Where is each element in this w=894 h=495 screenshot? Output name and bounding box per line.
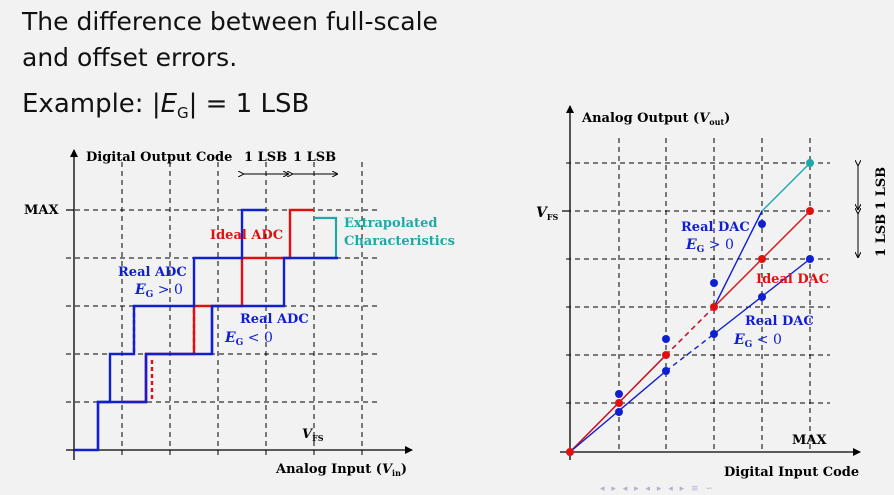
dac-diagram: 1 LSB 1 LSB Analog Output (Vout) VFS Rea… — [536, 105, 889, 480]
dac-real-pos-line-b — [713, 210, 763, 308]
example-suffix: | = 1 LSB — [188, 89, 310, 119]
dac-real-pos-point — [710, 279, 718, 287]
dac-real-neg-point — [662, 367, 670, 375]
dac-lsb-label-2: 1 LSB — [874, 214, 889, 257]
dac-origin-point — [566, 448, 574, 456]
dac-vfs-label: VFS — [536, 205, 559, 222]
dac-real-pos-label: Real DAC — [681, 220, 750, 235]
example-sub: G — [177, 104, 189, 123]
dac-y-axis-title: Analog Output (Vout) — [581, 111, 730, 127]
adc-extrap-label-2: Characteristics — [344, 234, 455, 249]
adc-real-neg-label: Real ADC — [240, 312, 309, 327]
dac-x-axis-title: Digital Input Code — [724, 465, 859, 480]
dac-real-pos-cond: EG > 0 — [685, 237, 734, 255]
dac-real-neg-line-dashed — [665, 333, 715, 372]
adc-vfs-label: VFS — [302, 427, 324, 443]
adc-ideal-label: Ideal ADC — [210, 228, 283, 243]
dac-ideal-point — [662, 351, 670, 359]
dac-ideal-label: Ideal DAC — [756, 272, 829, 287]
adc-extrap-label-1: Extrapolated — [344, 216, 437, 231]
dac-max-label: MAX — [792, 433, 827, 448]
adc-x-axis-title: Analog Input (Vin) — [275, 462, 407, 478]
dac-real-pos-point — [758, 220, 766, 228]
slide-title: The difference between full-scale and of… — [22, 4, 438, 76]
dac-ideal-point — [806, 207, 814, 215]
dac-grid — [566, 138, 830, 452]
adc-y-axis-title: Digital Output Code — [86, 150, 232, 165]
adc-max-label: MAX — [24, 203, 59, 218]
title-line-1: The difference between full-scale — [22, 7, 438, 36]
dac-extrapolated-line — [761, 162, 811, 212]
dac-ideal-point — [615, 399, 623, 407]
dac-real-neg-label: Real DAC — [745, 314, 814, 329]
adc-lsb-label-2: 1 LSB — [293, 150, 336, 165]
dac-ideal-point — [758, 255, 766, 263]
dac-ideal-point — [710, 303, 718, 311]
adc-real-pos-cond: EG > 0 — [134, 282, 183, 300]
adc-diagram: Digital Output Code 1 LSB 1 LSB MAX Idea… — [24, 149, 455, 478]
adc-lsb-label-1: 1 LSB — [244, 150, 287, 165]
dac-lsb-label-1: 1 LSB — [874, 167, 889, 210]
title-line-2: and offset errors. — [22, 43, 238, 72]
example-prefix: Example: | — [22, 89, 161, 119]
dac-extrap-point — [806, 159, 814, 167]
dac-real-neg-point — [615, 408, 623, 416]
dac-real-neg-point — [710, 330, 718, 338]
adc-real-pos-label: Real ADC — [118, 265, 187, 280]
adc-real-neg-cond: EG < 0 — [224, 330, 273, 348]
example-e: E — [160, 89, 178, 119]
dac-real-neg-point — [758, 293, 766, 301]
example-equation: Example: |EG| = 1 LSB — [22, 89, 309, 122]
dac-real-pos-point — [662, 335, 670, 343]
adc-extrapolated-path — [314, 216, 338, 260]
dac-real-pos-point — [615, 390, 623, 398]
dac-real-neg-cond: EG < 0 — [733, 332, 782, 350]
dac-ideal-line-dashed — [665, 306, 715, 356]
dac-real-neg-point — [806, 255, 814, 263]
adc-grid — [66, 162, 380, 455]
beamer-nav-controls[interactable]: ◂ ▸ ◂ ▸ ◂ ▸ ◂ ▸ ≡ ∽ — [600, 484, 715, 494]
